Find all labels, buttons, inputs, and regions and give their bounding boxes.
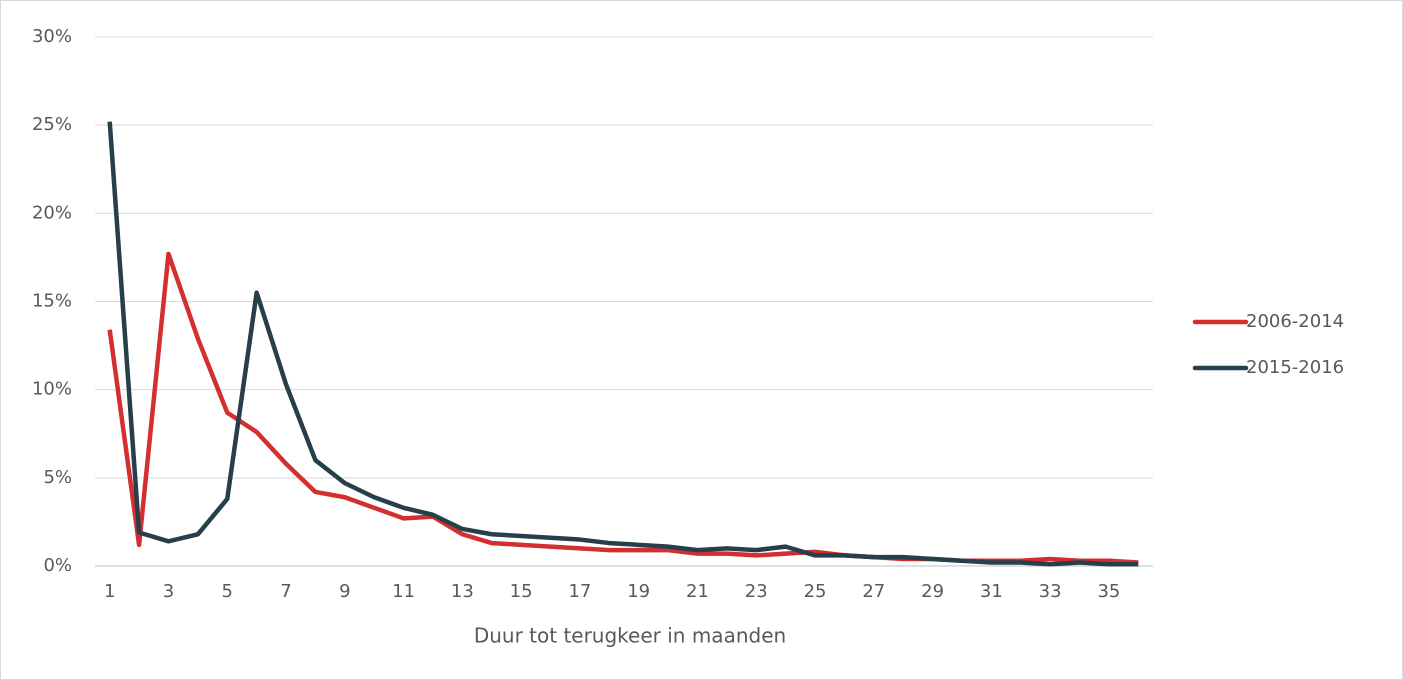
y-tick-label: 0% [43, 555, 72, 576]
x-tick-label: 29 [921, 581, 944, 602]
x-tick-label: 25 [804, 581, 827, 602]
x-tick-label: 23 [745, 581, 768, 602]
x-tick-label: 3 [163, 581, 174, 602]
y-tick-label: 20% [32, 202, 72, 223]
x-tick-label: 33 [1039, 581, 1062, 602]
legend-label: 2015-2016 [1246, 357, 1344, 378]
data-line [107, 121, 1139, 567]
x-tick-label: 19 [627, 581, 650, 602]
x-tick-label: 11 [392, 581, 415, 602]
y-tick-label: 15% [32, 291, 72, 312]
legend-label: 2006-2014 [1246, 311, 1344, 332]
x-tick-label: 21 [686, 581, 709, 602]
x-tick-label: 15 [510, 581, 533, 602]
y-tick-label: 5% [43, 467, 72, 488]
y-tick-label: 25% [32, 114, 72, 135]
x-axis-title: Duur tot terugkeer in maanden [474, 624, 786, 648]
x-tick-label: 13 [451, 581, 474, 602]
x-tick-label: 17 [568, 581, 591, 602]
x-tick-label: 1 [104, 581, 115, 602]
y-tick-label: 30% [32, 26, 72, 47]
x-tick-label: 5 [222, 581, 233, 602]
x-tick-label: 35 [1097, 581, 1120, 602]
x-tick-label: 27 [862, 581, 885, 602]
x-tick-label: 9 [339, 581, 350, 602]
x-tick-label: 7 [280, 581, 291, 602]
x-tick-label: 31 [980, 581, 1003, 602]
y-tick-label: 10% [32, 379, 72, 400]
